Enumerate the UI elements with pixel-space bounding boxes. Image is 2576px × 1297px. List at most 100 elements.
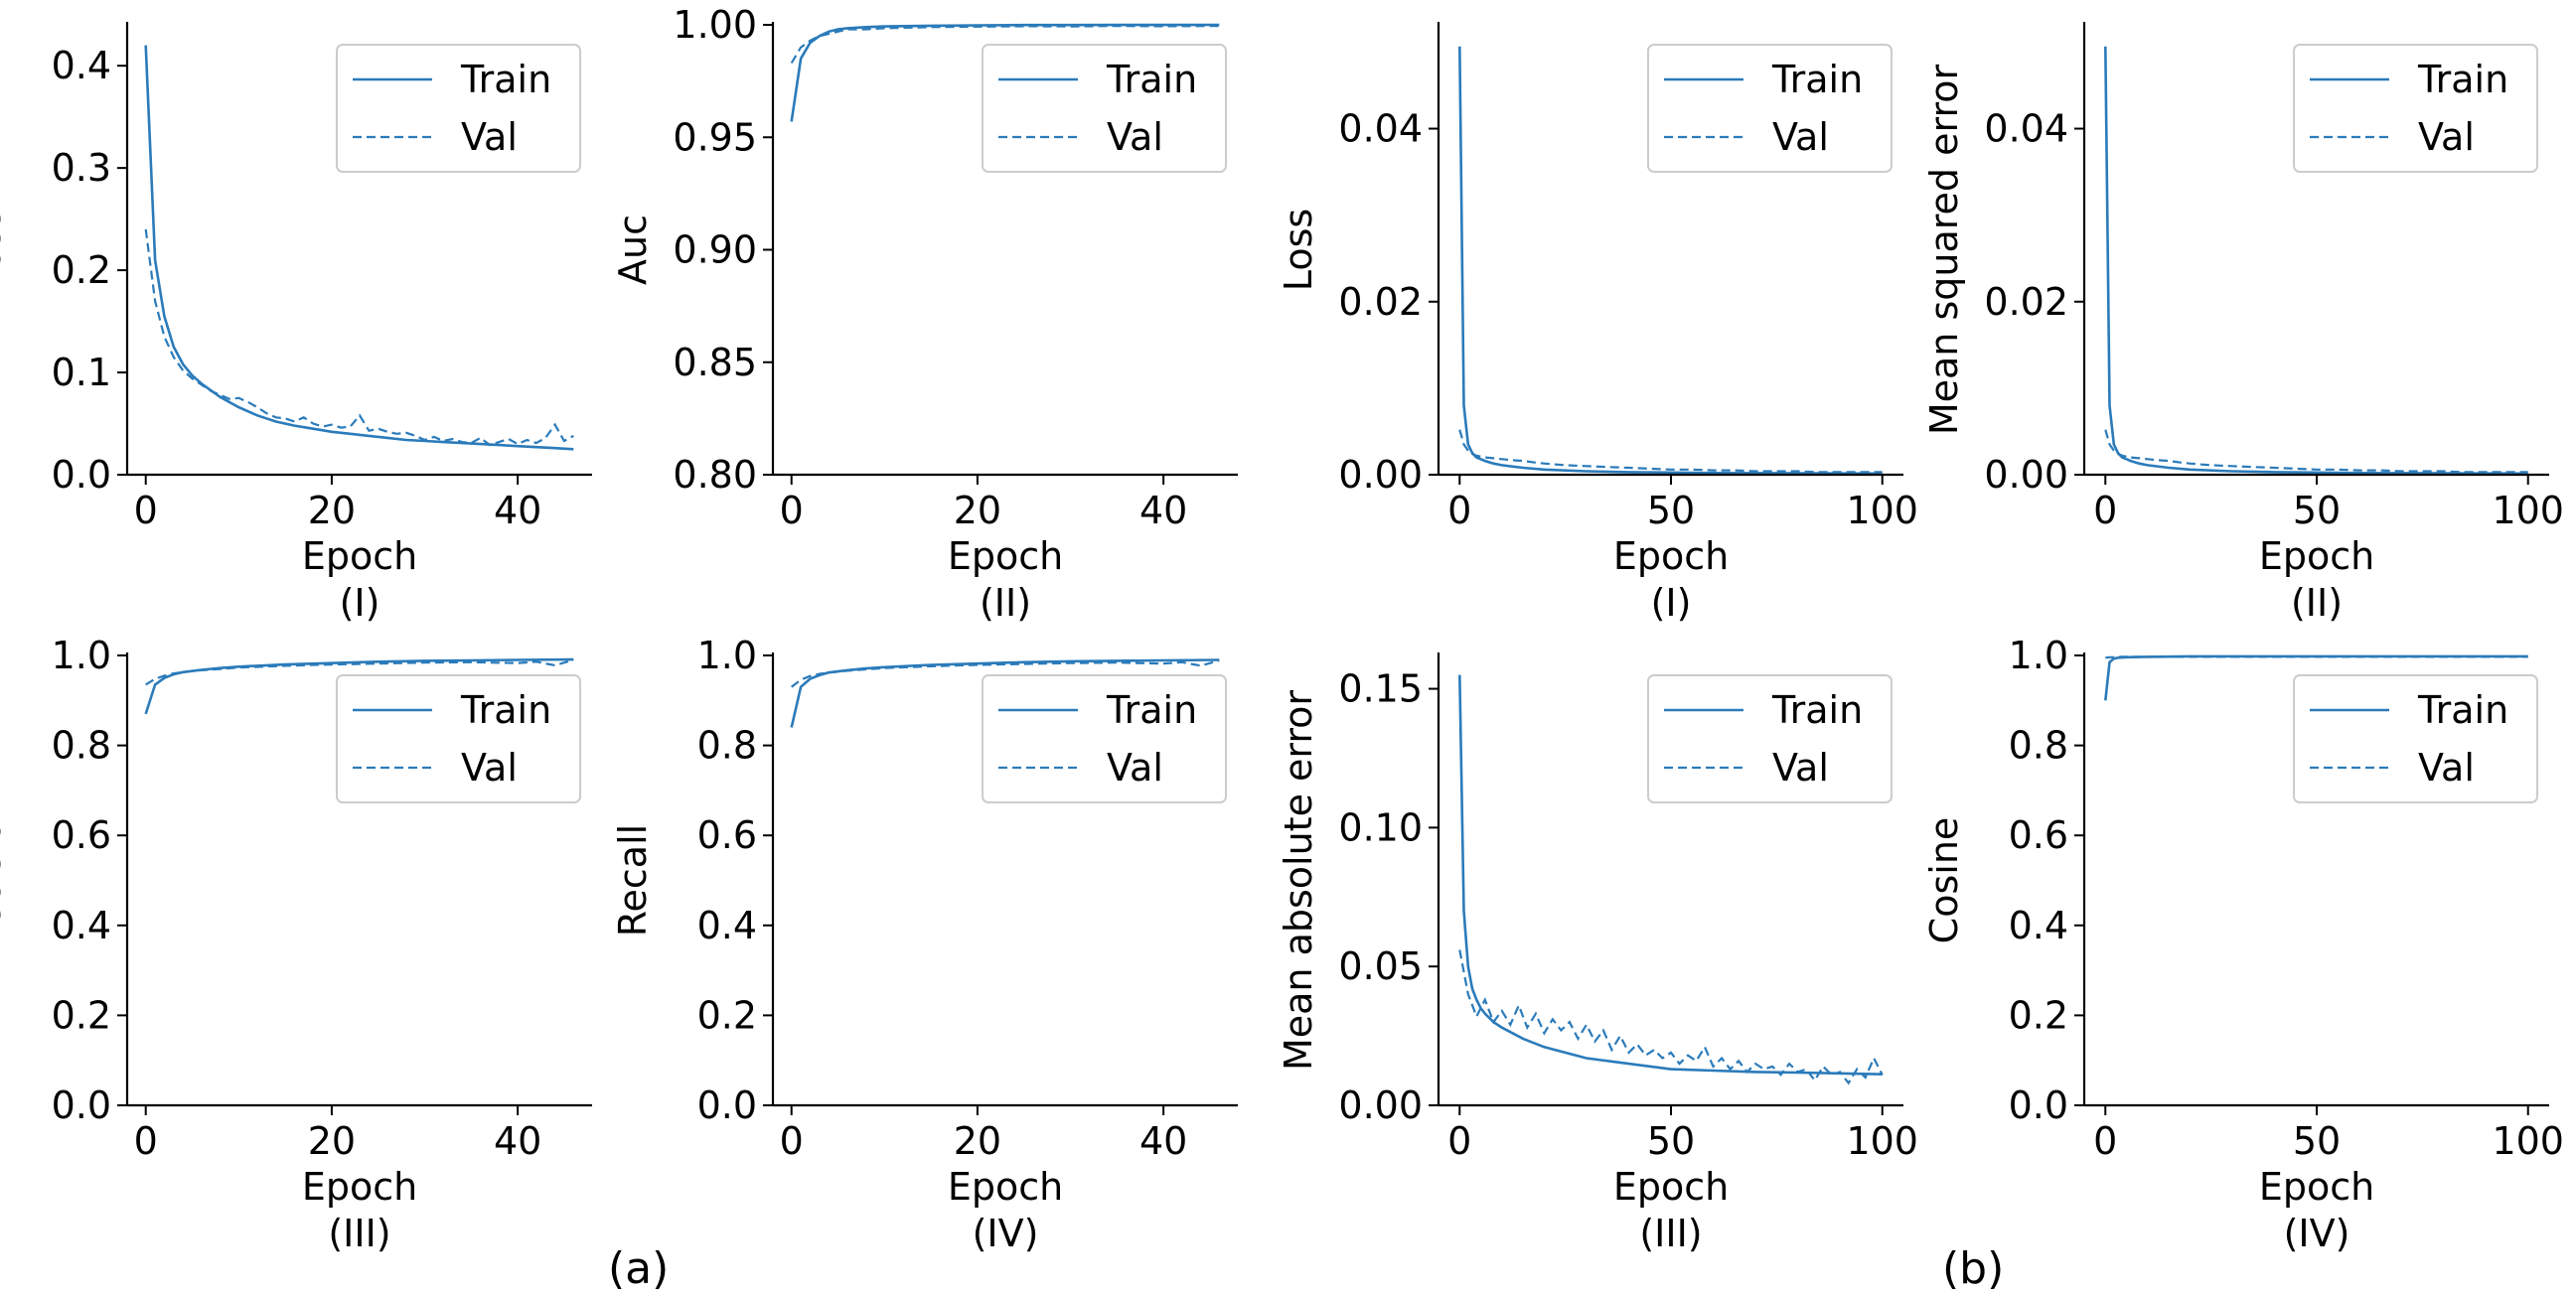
- x-tick-label: 100: [1846, 1119, 1918, 1163]
- legend: Train Val: [336, 674, 581, 803]
- x-tick-label: 100: [1846, 489, 1918, 532]
- series-line-val: [2104, 429, 2528, 474]
- y-tick-label: 1.0: [52, 634, 111, 677]
- legend-label-train: Train: [460, 688, 551, 732]
- x-tick-label: 50: [1647, 489, 1695, 532]
- x-axis-label: Epoch: [302, 1165, 417, 1209]
- x-tick-label: 0: [2093, 1119, 2117, 1163]
- y-tick-label: 0.05: [1338, 944, 1423, 988]
- chart-3: 0 50 100 0.00 0.02 0.04 Epoch(I) Loss Train Val: [1277, 22, 1918, 625]
- series-line-val: [791, 658, 1220, 688]
- chart-8: 0 50 100 0.0 0.2 0.4 0.6 0.8 1.0 Epoch(IV) Cosine T…: [1922, 634, 2564, 1255]
- y-tick-label: 0.80: [673, 453, 757, 497]
- y-tick-label: 1.00: [673, 3, 757, 47]
- y-tick-label: 0.0: [52, 1083, 111, 1127]
- x-tick-label: 40: [1139, 1119, 1187, 1163]
- y-tick-label: 0.8: [697, 724, 757, 768]
- y-tick-label: 0.00: [1984, 453, 2068, 497]
- x-tick-label: 0: [1447, 1119, 1471, 1163]
- series-line-train: [1458, 46, 1883, 476]
- chart-6: 0 20 40 0.0 0.2 0.4 0.6 0.8 1.0 Epoch(IV) Recall Tr…: [611, 634, 1238, 1255]
- y-tick-label: 0.85: [673, 341, 757, 384]
- x-tick-label: 0: [780, 489, 804, 532]
- x-tick-label: 100: [2492, 489, 2564, 532]
- series-line-val: [1458, 429, 1883, 474]
- series-line-train: [790, 658, 1220, 728]
- x-axis-label: Epoch: [2259, 534, 2374, 578]
- y-tick-label: 0.0: [697, 1083, 757, 1127]
- x-tick-label: 40: [494, 489, 541, 532]
- y-tick-label: 0.15: [1338, 667, 1423, 711]
- legend-label-train: Train: [1771, 688, 1863, 732]
- legend-box: [336, 674, 581, 803]
- legend-label-train: Train: [460, 58, 551, 101]
- y-axis-label: Mean absolute error: [1277, 690, 1320, 1071]
- x-tick-label: 0: [1447, 489, 1471, 532]
- series-line-val: [145, 658, 574, 686]
- legend-label-train: Train: [1106, 58, 1197, 101]
- y-tick-label: 0.1: [52, 351, 111, 394]
- series-line-train: [144, 657, 574, 715]
- x-axis-label: Epoch: [2259, 1165, 2374, 1209]
- series-line-train: [144, 45, 574, 451]
- panel-sublabel: (I): [340, 581, 380, 625]
- legend: Train Val: [1647, 44, 1893, 173]
- x-tick-label: 20: [954, 1119, 1001, 1163]
- y-tick-label: 0.04: [1984, 107, 2068, 151]
- y-axis-label: Loss: [1277, 209, 1320, 291]
- legend-box: [982, 674, 1227, 803]
- y-axis-label: Recall: [611, 824, 655, 937]
- series-line-val: [144, 228, 574, 447]
- y-tick-label: 0.8: [52, 724, 111, 768]
- y-axis-label: Auc: [611, 215, 655, 285]
- panel-sublabel: (IV): [973, 1212, 1039, 1255]
- x-tick-label: 20: [308, 1119, 356, 1163]
- chart-5: 0 20 40 0.0 0.2 0.4 0.6 0.8 1.0 Epoch(III) Precisi…: [0, 634, 592, 1255]
- legend-box: [2293, 674, 2538, 803]
- x-tick-label: 50: [1647, 1119, 1695, 1163]
- y-tick-label: 0.00: [1338, 1083, 1423, 1127]
- y-tick-label: 0.4: [52, 904, 111, 947]
- legend-label-val: Val: [1107, 115, 1163, 159]
- y-tick-label: 0.2: [697, 993, 757, 1037]
- y-tick-label: 0.02: [1338, 280, 1423, 324]
- legend-label-val: Val: [1772, 115, 1829, 159]
- x-axis-label: Epoch: [1613, 1165, 1729, 1209]
- x-tick-label: 0: [134, 489, 158, 532]
- y-tick-label: 0.2: [52, 993, 111, 1037]
- x-axis-label: Epoch: [1613, 534, 1729, 578]
- legend: Train Val: [2293, 44, 2538, 173]
- y-tick-label: 0.10: [1338, 805, 1423, 849]
- legend-label-val: Val: [461, 115, 518, 159]
- y-tick-label: 0.6: [2009, 813, 2068, 857]
- x-axis-label: Epoch: [948, 1165, 1063, 1209]
- y-tick-label: 0.0: [52, 453, 111, 497]
- y-tick-label: 0.2: [52, 248, 111, 292]
- y-tick-label: 0.95: [673, 115, 757, 159]
- chart-7: 0 50 100 0.00 0.05 0.10 0.15 Epoch(III) Mean abs…: [1277, 652, 1918, 1255]
- y-tick-label: 0.4: [52, 44, 111, 87]
- panel-label-a: (a): [608, 1243, 670, 1294]
- legend-box: [2293, 44, 2538, 173]
- y-tick-label: 1.0: [2009, 634, 2068, 677]
- legend-box: [982, 44, 1227, 173]
- x-tick-label: 20: [308, 489, 356, 532]
- x-tick-label: 50: [2293, 1119, 2341, 1163]
- y-axis-label: Precision: [0, 796, 9, 965]
- x-tick-label: 0: [780, 1119, 804, 1163]
- y-tick-label: 0.4: [2009, 904, 2068, 947]
- legend: Train Val: [982, 674, 1227, 803]
- x-tick-label: 0: [134, 1119, 158, 1163]
- panel-sublabel: (II): [980, 581, 1031, 625]
- x-tick-label: 20: [954, 489, 1001, 532]
- y-tick-label: 0.2: [2009, 993, 2068, 1037]
- y-tick-label: 0.3: [52, 146, 111, 190]
- series-line-val: [1458, 949, 1884, 1085]
- legend-box: [1647, 44, 1893, 173]
- chart-1: 0 20 40 0.0 0.1 0.2 0.3 0.4 Epoch(I) Loss Train Val: [0, 22, 592, 625]
- panel-sublabel: (II): [2291, 581, 2343, 625]
- panel-sublabel: (III): [328, 1212, 390, 1255]
- series-line-train: [2104, 46, 2528, 476]
- chart-4: 0 50 100 0.00 0.02 0.04 Epoch(II) Mean squared …: [1922, 22, 2564, 625]
